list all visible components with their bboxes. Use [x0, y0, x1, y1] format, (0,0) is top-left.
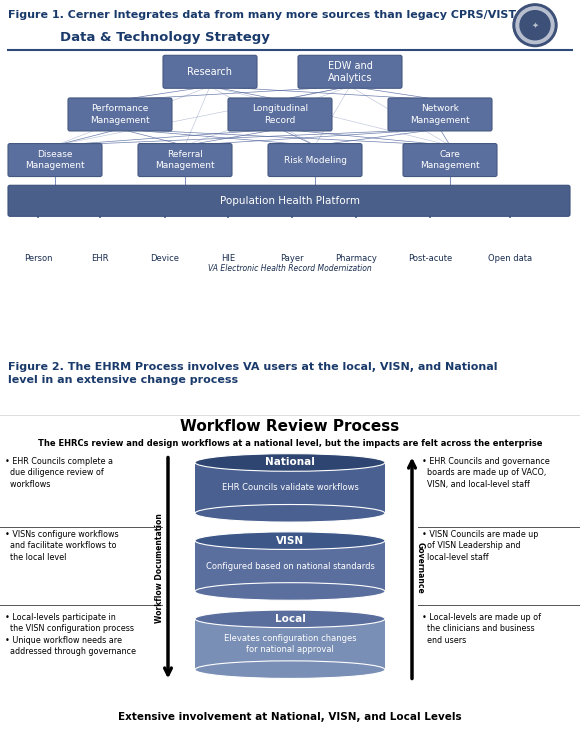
Text: Extensive involvement at National, VISN, and Local Levels: Extensive involvement at National, VISN,…: [118, 713, 462, 722]
Text: VISN: VISN: [276, 536, 304, 545]
Text: • VISNs configure workflows
  and facilitate workflows to
  the local level: • VISNs configure workflows and facilita…: [5, 530, 119, 562]
Text: Longitudinal
Record: Longitudinal Record: [252, 104, 308, 124]
Text: Risk Modeling: Risk Modeling: [284, 155, 346, 164]
FancyBboxPatch shape: [138, 144, 232, 177]
Text: Elevates configuration changes
for national approval: Elevates configuration changes for natio…: [224, 634, 356, 654]
FancyBboxPatch shape: [8, 185, 570, 216]
Text: Network
Management: Network Management: [410, 104, 470, 124]
Text: HIE: HIE: [221, 254, 235, 263]
Text: EDW and
Analytics: EDW and Analytics: [328, 61, 372, 83]
FancyBboxPatch shape: [68, 98, 172, 131]
Text: • EHR Councils complete a
  due diligence review of
  workflows: • EHR Councils complete a due diligence …: [5, 457, 113, 488]
Ellipse shape: [195, 532, 385, 549]
Ellipse shape: [195, 610, 385, 628]
FancyBboxPatch shape: [163, 56, 257, 88]
FancyBboxPatch shape: [268, 144, 362, 177]
FancyBboxPatch shape: [298, 56, 402, 88]
Ellipse shape: [195, 582, 385, 600]
Text: Workflow Review Process: Workflow Review Process: [180, 420, 400, 434]
Text: EHR Councils validate workflows: EHR Councils validate workflows: [222, 483, 358, 492]
Text: Pharmacy: Pharmacy: [335, 254, 377, 263]
Text: Local: Local: [274, 613, 306, 624]
Text: Figure 2. The EHRM Process involves VA users at the local, VISN, and National
le: Figure 2. The EHRM Process involves VA u…: [8, 362, 498, 385]
Circle shape: [516, 7, 554, 44]
FancyBboxPatch shape: [8, 144, 102, 177]
Bar: [195, 619, 385, 670]
Text: Open data: Open data: [488, 254, 532, 263]
Text: Post-acute: Post-acute: [408, 254, 452, 263]
Bar: [195, 541, 385, 591]
Text: VA Electronic Health Record Modernization: VA Electronic Health Record Modernizatio…: [208, 264, 372, 273]
Text: Referral
Management: Referral Management: [155, 150, 215, 170]
Text: Figure 1. Cerner Integrates data from many more sources than legacy CPRS/VISTA: Figure 1. Cerner Integrates data from ma…: [8, 10, 524, 20]
FancyBboxPatch shape: [228, 98, 332, 131]
Text: ✦: ✦: [531, 21, 538, 30]
Text: Data & Technology Strategy: Data & Technology Strategy: [60, 31, 270, 44]
Text: Population Health Platform: Population Health Platform: [220, 196, 360, 206]
Text: National: National: [265, 457, 315, 468]
Text: The EHRCs review and design workflows at a national level, but the impacts are f: The EHRCs review and design workflows at…: [38, 439, 542, 448]
Text: • Local-levels are made up of
  the clinicians and business
  end users: • Local-levels are made up of the clinic…: [422, 613, 541, 645]
Text: Workflow Documentation: Workflow Documentation: [155, 513, 165, 623]
Ellipse shape: [195, 505, 385, 522]
Text: Performance
Management: Performance Management: [90, 104, 150, 124]
Bar: [195, 462, 385, 514]
Text: Device: Device: [150, 254, 179, 263]
Text: • Local-levels participate in
  the VISN configuration process
• Unique workflow: • Local-levels participate in the VISN c…: [5, 613, 136, 656]
Text: • EHR Councils and governance
  boards are made up of VACO,
  VISN, and local-le: • EHR Councils and governance boards are…: [422, 457, 550, 488]
Text: Disease
Management: Disease Management: [25, 150, 85, 170]
FancyBboxPatch shape: [388, 98, 492, 131]
Text: Research: Research: [187, 67, 233, 77]
Ellipse shape: [195, 661, 385, 679]
Text: Person: Person: [24, 254, 52, 263]
Text: Governance: Governance: [415, 542, 425, 594]
Ellipse shape: [195, 454, 385, 471]
Text: Care
Management: Care Management: [420, 150, 480, 170]
Text: Payer: Payer: [280, 254, 304, 263]
Circle shape: [520, 10, 550, 40]
Text: Configured based on national standards: Configured based on national standards: [205, 562, 375, 571]
Text: • VISN Councils are made up
  of VISN Leadership and
  local-level staff: • VISN Councils are made up of VISN Lead…: [422, 530, 538, 562]
Text: EHR: EHR: [91, 254, 109, 263]
Circle shape: [513, 4, 557, 47]
FancyBboxPatch shape: [403, 144, 497, 177]
